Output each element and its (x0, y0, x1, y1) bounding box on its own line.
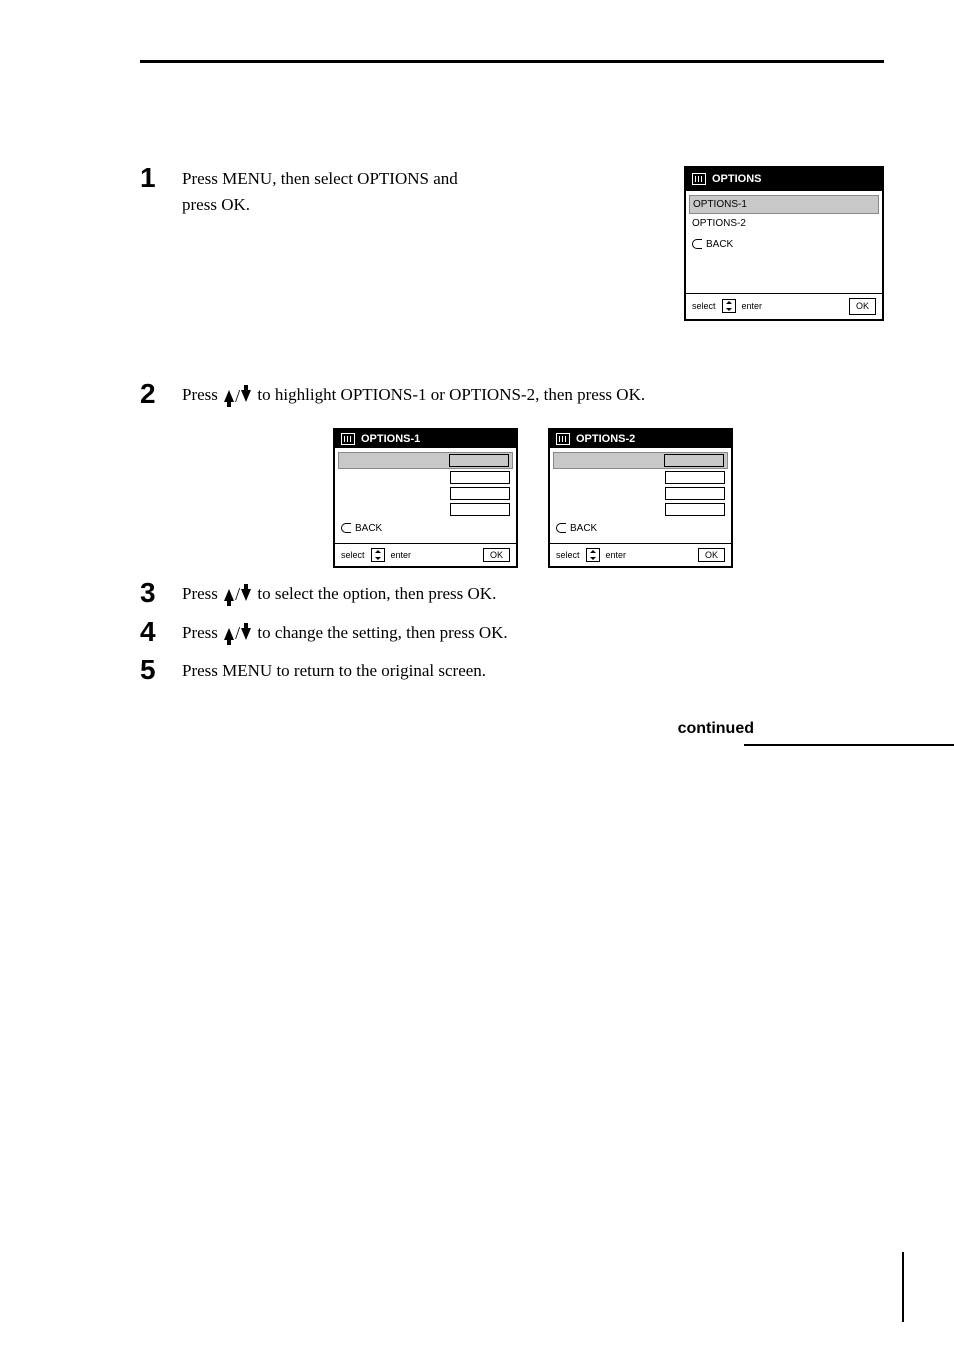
options1-menu-content: BACK (335, 448, 516, 543)
options2-sliders-icon (556, 433, 570, 445)
step-4-number: 4 (140, 617, 182, 648)
continued-block: continued (140, 720, 884, 748)
options-row-1-label: OPTIONS-1 (693, 197, 747, 212)
up-down-arrows-icon: / (224, 620, 251, 647)
step-4-text: Press / to change the setting, then pres… (182, 617, 884, 648)
options2-row-1[interactable] (553, 452, 728, 469)
options1-menu-header: OPTIONS-1 (335, 430, 516, 448)
back-icon (692, 239, 702, 249)
updown-nav-icon (586, 548, 600, 562)
options1-menu-title: OPTIONS-1 (361, 433, 420, 445)
step-5: 5 Press MENU to return to the original s… (140, 655, 884, 686)
back-icon (341, 523, 351, 533)
continued-label: continued (678, 720, 754, 738)
step-2-text-a: Press (182, 385, 222, 404)
step-1: 1 Press MENU, then select OPTIONS and pr… (140, 163, 884, 321)
options2-menu: OPTIONS-2 BACK select enter OK (548, 428, 733, 568)
options1-sliders-icon (341, 433, 355, 445)
options2-back-label: BACK (570, 523, 597, 534)
step-1-text: Press MENU, then select OPTIONS and pres… (182, 166, 664, 217)
options2-back-row[interactable]: BACK (556, 523, 725, 534)
options2-row-2[interactable] (556, 471, 725, 485)
options-row-2-label: OPTIONS-2 (692, 216, 746, 231)
options-menu: OPTIONS OPTIONS-1 OPTIONS-2 BACK (684, 166, 884, 321)
ok-button[interactable]: OK (849, 298, 876, 316)
step-5-number: 5 (140, 655, 182, 686)
options2-menu-title: OPTIONS-2 (576, 433, 635, 445)
updown-nav-icon (722, 299, 736, 313)
options1-back-row[interactable]: BACK (341, 523, 510, 534)
ok-button[interactable]: OK (698, 548, 725, 562)
options1-menu: OPTIONS-1 BACK select enter OK (333, 428, 518, 568)
footer-enter-label: enter (606, 550, 627, 560)
right-margin-line (902, 1252, 904, 1322)
step-1-line-b: press OK. (182, 195, 250, 214)
step-4: 4 Press / to change the setting, then pr… (140, 617, 884, 648)
options-menu-title: OPTIONS (712, 171, 762, 188)
options2-menu-header: OPTIONS-2 (550, 430, 731, 448)
options-menu-header: OPTIONS (686, 168, 882, 191)
options1-back-label: BACK (355, 523, 382, 534)
step-3: 3 Press / to select the option, then pre… (140, 578, 884, 609)
options2-row-3[interactable] (556, 487, 725, 501)
step-2-number: 2 (140, 379, 182, 410)
options-row-2[interactable]: OPTIONS-2 (692, 216, 876, 231)
up-down-arrows-icon: / (224, 581, 251, 608)
page-top-rule (140, 60, 884, 63)
options2-row-4[interactable] (556, 503, 725, 517)
step-2-text: Press / to highlight OPTIONS-1 or OPTION… (182, 379, 884, 410)
step-3-text-a: Press (182, 584, 222, 603)
continued-rule (744, 744, 954, 746)
footer-select-label: select (692, 300, 716, 314)
options1-row-1[interactable] (338, 452, 513, 469)
options-back-row[interactable]: BACK (692, 237, 876, 252)
step-4-text-b: to change the setting, then press OK. (253, 623, 507, 642)
updown-nav-icon (371, 548, 385, 562)
up-down-arrows-icon: / (224, 383, 251, 410)
ok-button[interactable]: OK (483, 548, 510, 562)
options-menu-footer: select enter OK (686, 293, 882, 320)
step-3-text: Press / to select the option, then press… (182, 578, 884, 609)
options-menu-content: OPTIONS-1 OPTIONS-2 BACK (686, 191, 882, 293)
options1-row-4[interactable] (341, 503, 510, 517)
options1-row-3[interactable] (341, 487, 510, 501)
step-4-text-a: Press (182, 623, 222, 642)
options2-menu-footer: select enter OK (550, 543, 731, 566)
options1-menu-footer: select enter OK (335, 543, 516, 566)
options-back-label: BACK (706, 237, 733, 252)
step-2: 2 Press / to highlight OPTIONS-1 or OPTI… (140, 379, 884, 410)
options-submenu-row: OPTIONS-1 BACK select enter OK (182, 428, 884, 568)
step-1-line-a: Press MENU, then select OPTIONS and (182, 169, 458, 188)
footer-select-label: select (341, 550, 365, 560)
options2-menu-content: BACK (550, 448, 731, 543)
step-3-text-b: to select the option, then press OK. (253, 584, 496, 603)
step-2-text-b: to highlight OPTIONS-1 or OPTIONS-2, the… (253, 385, 645, 404)
footer-select-label: select (556, 550, 580, 560)
step-3-number: 3 (140, 578, 182, 609)
step-1-number: 1 (140, 163, 182, 194)
options1-row-2[interactable] (341, 471, 510, 485)
options-sliders-icon (692, 173, 706, 185)
options-row-1[interactable]: OPTIONS-1 (689, 195, 879, 214)
footer-enter-label: enter (742, 300, 763, 314)
back-icon (556, 523, 566, 533)
footer-enter-label: enter (391, 550, 412, 560)
step-5-text: Press MENU to return to the original scr… (182, 655, 884, 684)
